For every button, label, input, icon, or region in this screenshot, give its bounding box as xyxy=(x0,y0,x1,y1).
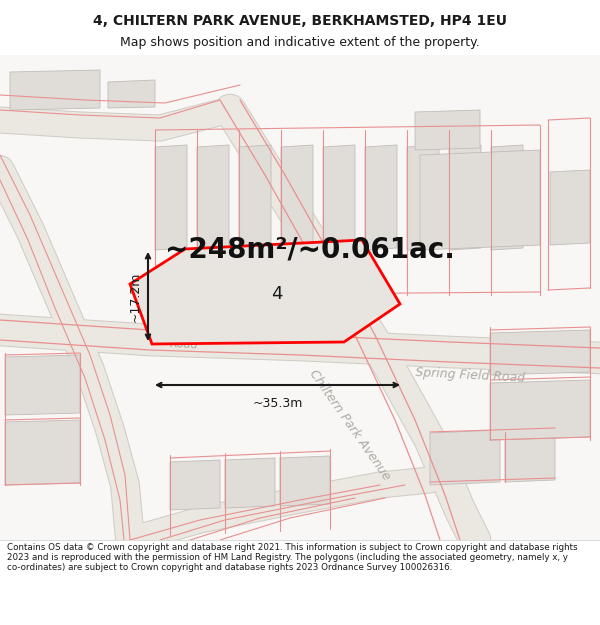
Polygon shape xyxy=(365,145,397,250)
Text: Spring Field Road: Spring Field Road xyxy=(415,366,525,384)
Polygon shape xyxy=(420,150,540,250)
Polygon shape xyxy=(280,456,330,506)
Polygon shape xyxy=(407,145,439,250)
Polygon shape xyxy=(550,170,590,245)
Polygon shape xyxy=(281,145,313,250)
Polygon shape xyxy=(5,420,80,485)
Polygon shape xyxy=(155,145,187,250)
Text: Map shows position and indicative extent of the property.: Map shows position and indicative extent… xyxy=(120,36,480,49)
Polygon shape xyxy=(239,145,271,250)
Polygon shape xyxy=(197,145,229,250)
Text: Road: Road xyxy=(170,339,199,351)
Text: ~17.2m: ~17.2m xyxy=(129,271,142,322)
Polygon shape xyxy=(415,110,480,150)
Polygon shape xyxy=(490,380,590,440)
Polygon shape xyxy=(5,355,80,415)
Polygon shape xyxy=(323,145,355,250)
Text: 4, CHILTERN PARK AVENUE, BERKHAMSTED, HP4 1EU: 4, CHILTERN PARK AVENUE, BERKHAMSTED, HP… xyxy=(93,14,507,28)
Text: ~248m²/~0.061ac.: ~248m²/~0.061ac. xyxy=(165,236,455,264)
Polygon shape xyxy=(170,460,220,510)
Text: Spring Fi: Spring Fi xyxy=(152,327,202,339)
Polygon shape xyxy=(130,240,400,344)
Polygon shape xyxy=(108,80,155,108)
Text: Contains OS data © Crown copyright and database right 2021. This information is : Contains OS data © Crown copyright and d… xyxy=(7,542,578,572)
Polygon shape xyxy=(10,70,100,110)
Text: 4: 4 xyxy=(271,285,283,303)
Polygon shape xyxy=(430,430,500,485)
Polygon shape xyxy=(505,435,555,482)
Polygon shape xyxy=(225,458,275,508)
Polygon shape xyxy=(449,145,481,250)
Polygon shape xyxy=(491,145,523,250)
Text: Chiltern Park Avenue: Chiltern Park Avenue xyxy=(307,368,393,482)
Polygon shape xyxy=(490,330,590,375)
Text: ~35.3m: ~35.3m xyxy=(253,397,302,410)
